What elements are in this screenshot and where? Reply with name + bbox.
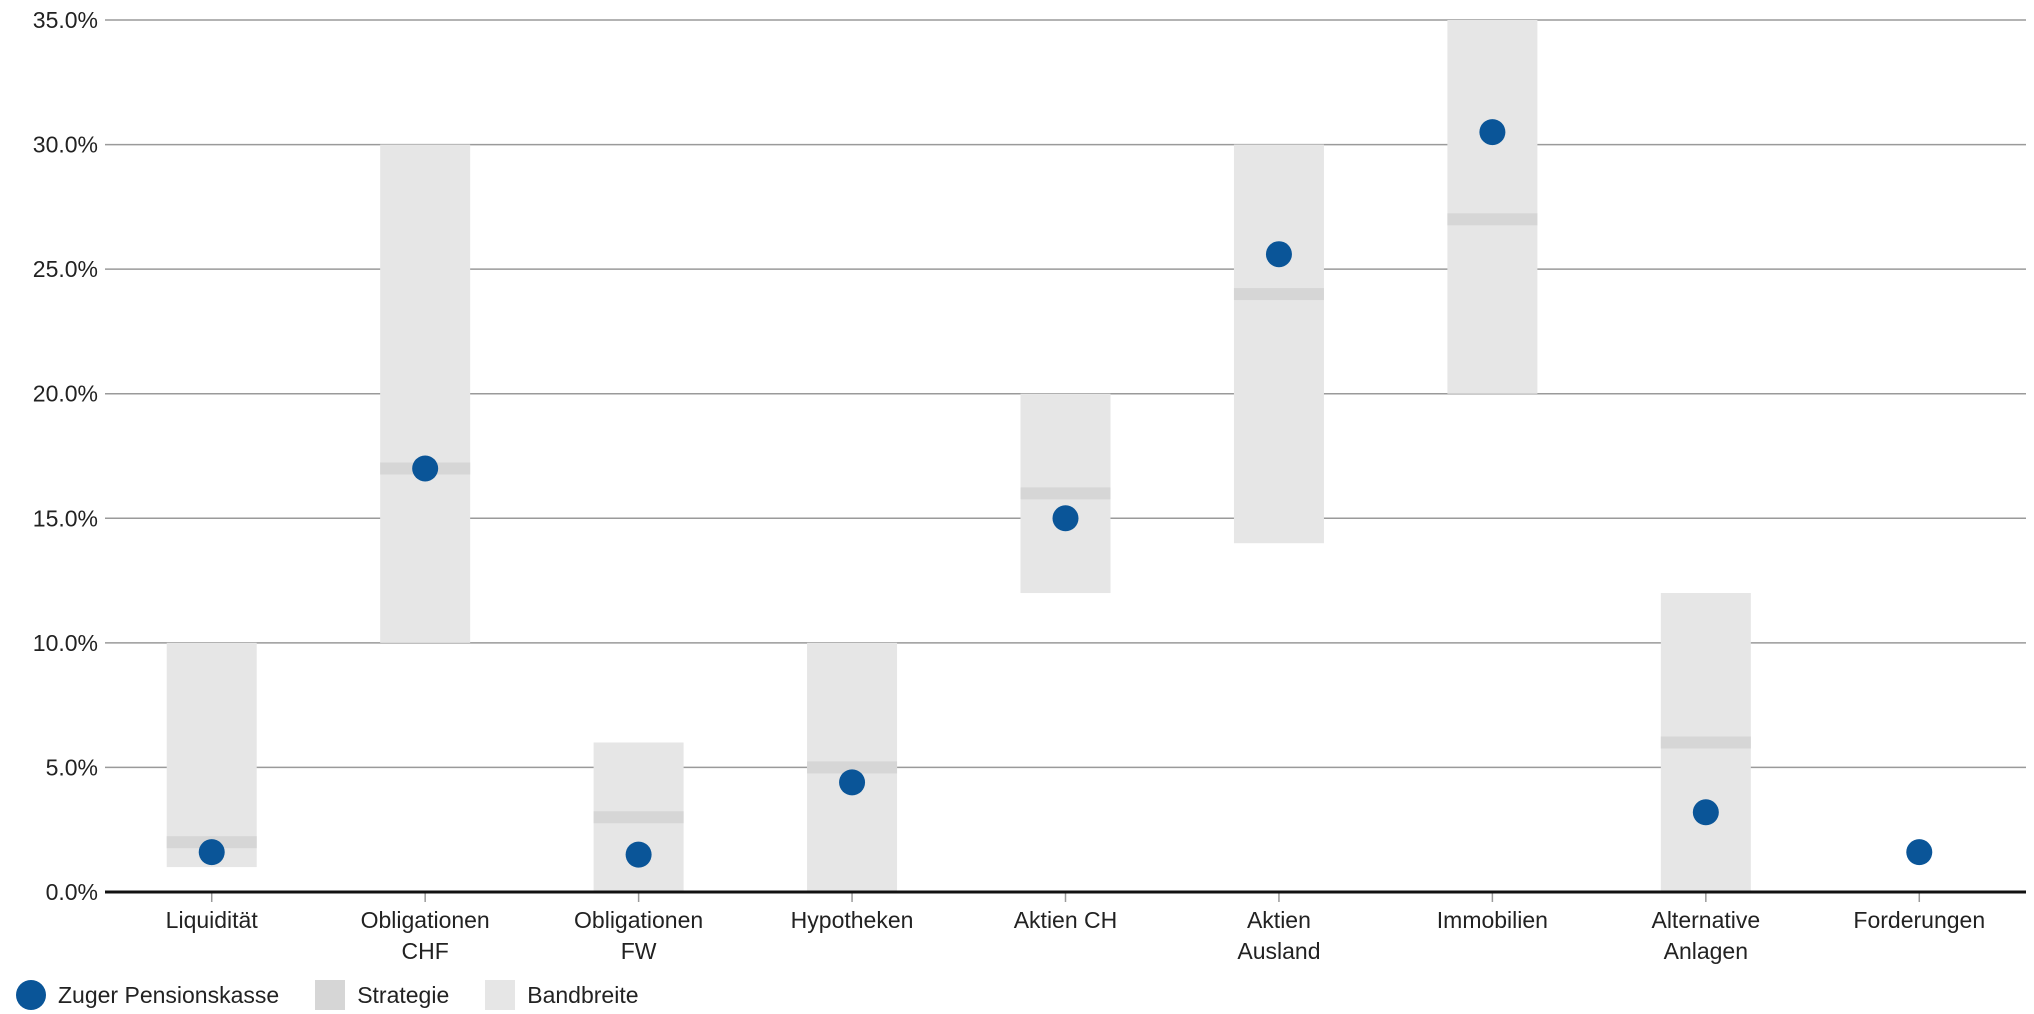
legend-item-zuger-pensionskasse: Zuger Pensionskasse — [16, 980, 279, 1010]
legend-label: Bandbreite — [527, 981, 639, 1008]
legend-label: Zuger Pensionskasse — [58, 981, 280, 1008]
strategie-marker — [807, 761, 898, 774]
y-tick-label: 20.0% — [33, 381, 98, 407]
zuger-pensionskasse-dot — [625, 841, 652, 868]
bandbreite-bar — [1233, 144, 1324, 544]
strategie-marker — [1447, 213, 1538, 226]
zuger-pensionskasse-dot — [412, 455, 439, 482]
bandbreite-bands — [166, 20, 1751, 892]
zuger-pensionskasse-dot — [1906, 839, 1933, 866]
x-category-label: Obligationen FW — [574, 907, 703, 964]
x-category-label: Immobilien — [1437, 907, 1548, 933]
x-category-label: Obligationen CHF — [361, 907, 490, 964]
bandbreite-bar — [1447, 20, 1538, 394]
strategie-markers — [166, 213, 1751, 849]
zuger-pensionskasse-dot — [198, 839, 225, 866]
y-tick-label: 0.0% — [46, 879, 98, 905]
zuger-pensionskasse-dots — [198, 119, 1933, 868]
bandbreite-bar — [380, 144, 471, 643]
bandbreite-bar — [166, 642, 257, 868]
strategie-marker — [593, 811, 684, 824]
x-category-label: Alternative Anlagen — [1651, 907, 1760, 964]
asset-allocation-chart: 0.0% 5.0% 10.0% 15.0% 20.0% 25.0% 30.0% 35.0% L… — [33, 7, 2026, 964]
x-category-label: Hypotheken — [791, 907, 914, 933]
x-category-label: Aktien Ausland — [1237, 907, 1320, 964]
y-axis-tick-labels: 0.0% 5.0% 10.0% 15.0% 20.0% 25.0% 30.0% 35.0% — [33, 7, 98, 905]
y-tick-label: 35.0% — [33, 7, 98, 33]
legend-item-strategie: Strategie — [315, 980, 449, 1010]
y-tick-label: 10.0% — [33, 630, 98, 656]
x-category-label: Aktien CH — [1014, 907, 1118, 933]
legend: Zuger Pensionskasse Strategie Bandbreite — [16, 980, 675, 1010]
zuger-pensionskasse-dot — [1692, 799, 1719, 826]
legend-strategy-swatch-icon — [315, 980, 346, 1010]
x-category-label: Forderungen — [1853, 907, 1985, 933]
legend-label: Strategie — [357, 981, 450, 1008]
legend-item-bandbreite: Bandbreite — [485, 980, 639, 1010]
y-tick-label: 5.0% — [46, 754, 98, 780]
strategie-marker — [1020, 487, 1111, 500]
strategie-marker — [1660, 736, 1751, 749]
y-tick-label: 30.0% — [33, 132, 98, 158]
strategie-marker — [1233, 288, 1324, 301]
y-tick-label: 15.0% — [33, 505, 98, 531]
zuger-pensionskasse-dot — [1265, 241, 1292, 268]
zuger-pensionskasse-dot — [1052, 505, 1079, 532]
zuger-pensionskasse-dot — [1479, 119, 1506, 146]
zuger-pensionskasse-dot — [839, 769, 866, 796]
legend-dot-icon — [16, 980, 46, 1010]
y-tick-label: 25.0% — [33, 256, 98, 282]
x-category-label: Liquidität — [166, 907, 259, 933]
x-axis-category-labels: Liquidität Obligationen CHF Obligationen FW H… — [166, 907, 1985, 964]
x-axis — [105, 890, 2026, 902]
legend-band-swatch-icon — [485, 980, 516, 1010]
